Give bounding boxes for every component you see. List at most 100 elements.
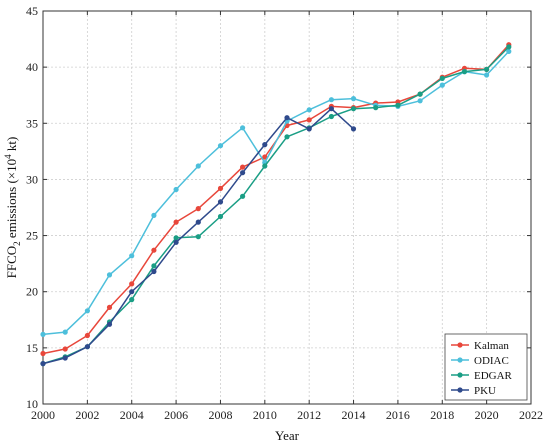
legend-marker-kalman [457,342,463,348]
legend-label-pku: PKU [474,385,496,397]
x-tick-label: 2002 [75,408,99,422]
x-tick-label: 2014 [342,408,366,422]
y-axis-label-sub: 2 [12,241,22,246]
data-point-edgar [506,44,512,50]
y-tick-label: 45 [26,4,38,18]
data-point-kalman [195,206,201,212]
data-point-pku [195,219,201,225]
data-point-odiac [350,96,357,102]
data-point-odiac [173,186,179,193]
data-point-pku [306,126,312,132]
legend-marker-pku [457,387,463,393]
series-line-odiac [42,50,510,336]
x-tick-label: 2000 [31,408,55,422]
x-tick-label: 2018 [430,408,454,422]
data-point-odiac [129,253,135,259]
data-point-edgar [240,193,246,199]
data-point-kalman [217,185,224,191]
data-point-kalman [129,281,135,287]
data-point-edgar [350,106,357,112]
data-point-edgar [395,102,401,108]
data-point-pku [328,106,334,112]
legend-label-odiac: ODIAC [474,355,509,367]
y-tick-label: 40 [26,60,38,74]
y-tick-label: 15 [26,341,38,355]
y-axis-label: FFCO2 emissions (×104 kt) [3,137,22,279]
data-point-kalman [106,304,113,310]
x-tick-label: 2006 [164,408,188,422]
legend: Kalman ODIAC EDGAR PKU [444,333,528,401]
y-axis-label-post: kt) [4,137,19,155]
data-point-kalman [306,117,312,123]
x-tick-label: 2022 [519,408,543,422]
data-point-odiac [328,97,334,103]
data-point-odiac [106,272,113,278]
y-tick-label: 10 [26,397,38,411]
x-tick-label: 2012 [297,408,321,422]
series-pku [40,106,357,367]
x-axis-label: Year [275,428,300,443]
y-tick-label: 35 [26,116,38,130]
data-point-edgar [439,75,445,81]
data-point-edgar [151,263,157,269]
data-point-edgar [417,91,423,97]
data-point-odiac [40,331,46,337]
data-point-odiac [151,212,157,218]
data-point-kalman [151,247,157,253]
data-series [40,42,512,367]
axis-ticks: 2000 2002 2004 2006 2008 2010 2012 2014 2016 2018… [26,4,543,422]
data-point-edgar [217,213,224,220]
legend-marker-edgar [457,372,463,378]
data-point-odiac [84,308,90,314]
data-point-odiac [195,163,201,169]
data-point-pku [284,115,290,121]
data-point-odiac [62,329,68,335]
data-point-pku [106,321,113,327]
data-point-edgar [328,113,334,120]
x-tick-label: 2016 [386,408,410,422]
data-point-odiac [439,82,445,88]
data-point-kalman [40,350,46,357]
x-tick-label: 2004 [120,408,144,422]
data-point-kalman [173,219,179,225]
data-point-kalman [62,346,68,352]
data-point-edgar [373,105,379,111]
y-tick-label: 30 [26,172,38,186]
legend-marker-odiac [457,357,463,363]
data-point-pku [262,142,268,148]
data-point-pku [151,268,157,275]
data-point-pku [240,170,246,176]
plot-frame [42,10,532,405]
data-point-edgar [484,66,490,72]
series-line-edgar [42,46,510,365]
data-point-pku [129,289,135,295]
data-point-pku [173,239,179,245]
data-point-pku [62,355,68,361]
x-tick-label: 2008 [208,408,232,422]
data-point-edgar [195,234,201,240]
data-point-edgar [173,235,179,241]
data-point-kalman [240,164,246,170]
data-point-odiac [306,107,312,113]
data-point-odiac [217,143,224,149]
y-axis-label-sup: 4 [3,154,13,159]
data-point-pku [350,126,357,132]
data-point-edgar [129,297,135,303]
y-axis-label-pre: FFCO [4,246,19,279]
data-point-odiac [240,125,246,131]
legend-label-kalman: Kalman [474,340,509,352]
y-tick-label: 20 [26,285,38,299]
data-point-pku [84,344,90,350]
x-tick-label: 2010 [253,408,277,422]
data-point-odiac [417,98,423,104]
y-tick-label: 25 [26,229,38,243]
data-point-odiac [506,48,512,55]
data-point-kalman [84,332,90,339]
y-axis-label-mid: emissions (×10 [4,159,19,241]
x-tick-label: 2020 [475,408,499,422]
data-point-pku [217,199,224,205]
data-point-edgar [461,69,468,75]
data-point-edgar [284,134,290,140]
data-point-odiac [484,72,490,78]
data-point-edgar [262,163,268,169]
